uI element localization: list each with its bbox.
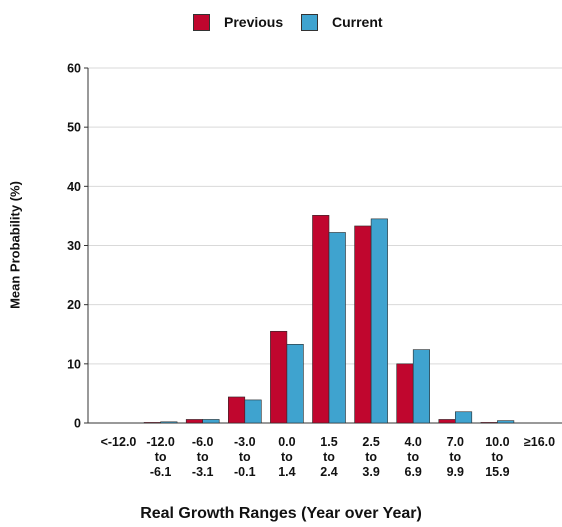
- bar-current-5: [328, 232, 346, 424]
- x-tick-label: -3.0: [234, 435, 256, 449]
- bar-previous-9: [480, 422, 498, 424]
- legend-swatch-current: [301, 13, 318, 31]
- x-tick-label: to: [155, 450, 167, 464]
- x-tick-label: 7.0: [447, 435, 464, 449]
- x-tick-label: to: [281, 450, 293, 464]
- y-tick-label: 50: [67, 121, 81, 135]
- bar-previous-1: [143, 422, 161, 424]
- bar-current-9: [497, 420, 515, 424]
- y-tick-label: 0: [74, 417, 81, 431]
- x-tick-label: 2.4: [320, 465, 337, 479]
- x-tick-label: ≥16.0: [524, 435, 555, 449]
- bar-previous-7: [396, 363, 414, 424]
- legend-item-previous: Previous: [193, 11, 283, 33]
- bar-previous-5: [312, 215, 330, 424]
- x-tick-label: 3.9: [362, 465, 379, 479]
- x-tick-label: 4.0: [405, 435, 422, 449]
- legend-item-current: Current: [301, 11, 383, 33]
- x-tick-label: 1.4: [278, 465, 295, 479]
- x-tick-label: -6.0: [192, 435, 214, 449]
- legend-label-current: Current: [332, 14, 383, 30]
- x-tick-label: -0.1: [234, 465, 256, 479]
- bar-previous-4: [270, 330, 288, 424]
- x-tick-label: to: [449, 450, 461, 464]
- bar-previous-8: [438, 419, 456, 424]
- y-tick-label: 30: [67, 239, 81, 253]
- legend-label-previous: Previous: [224, 14, 284, 30]
- legend: Previous Current: [0, 11, 562, 33]
- bar-previous-3: [228, 396, 246, 424]
- x-tick-label: 15.9: [485, 465, 509, 479]
- x-tick-label: to: [323, 450, 335, 464]
- x-tick-label: 9.9: [447, 465, 464, 479]
- x-tick-label: 6.9: [405, 465, 422, 479]
- bar-current-3: [244, 399, 262, 424]
- bar-current-8: [454, 411, 473, 424]
- x-axis-title: Real Growth Ranges (Year over Year): [140, 505, 422, 522]
- x-tick-label: -12.0: [146, 435, 175, 449]
- x-tick-label: <-12.0: [101, 435, 137, 449]
- bar-current-6: [370, 218, 388, 424]
- x-tick-label: to: [239, 450, 251, 464]
- x-tick-label: 0.0: [278, 435, 295, 449]
- x-tick-label: to: [491, 450, 503, 464]
- x-tick-label: -6.1: [150, 465, 172, 479]
- bar-current-2: [202, 419, 220, 424]
- legend-swatch-previous: [193, 13, 210, 31]
- x-tick-label: 10.0: [485, 435, 509, 449]
- bar-current-7: [412, 349, 431, 424]
- x-tick-label: to: [365, 450, 377, 464]
- y-tick-label: 10: [67, 357, 81, 371]
- x-tick-label: to: [407, 450, 419, 464]
- bar-previous-2: [185, 419, 203, 424]
- bar-current-1: [160, 421, 178, 424]
- x-tick-label: 2.5: [362, 435, 379, 449]
- x-tick-label: to: [197, 450, 209, 464]
- y-axis-title: Mean Probability (%): [7, 181, 23, 309]
- y-tick-label: 20: [67, 298, 81, 312]
- bar-current-4: [286, 344, 304, 424]
- x-tick-label: 1.5: [320, 435, 337, 449]
- y-tick-label: 40: [67, 180, 81, 194]
- bar-previous-6: [354, 225, 372, 424]
- y-tick-label: 60: [67, 62, 81, 76]
- x-tick-label: -3.1: [192, 465, 214, 479]
